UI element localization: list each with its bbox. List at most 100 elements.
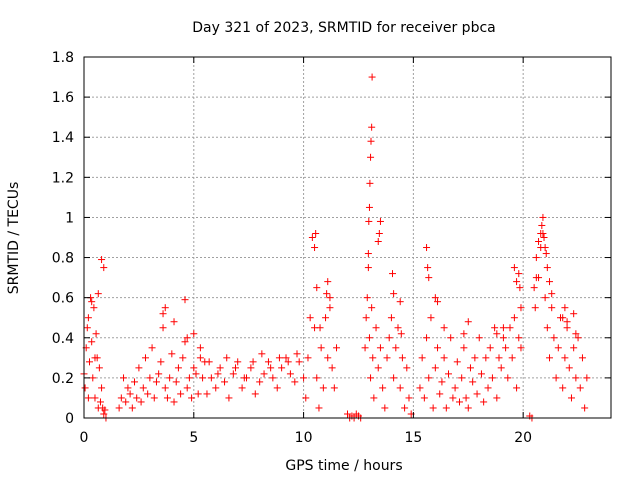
y-tick-label: 1 [65,210,74,226]
data-point [488,374,496,382]
data-point [460,344,468,352]
data-point [304,354,312,362]
data-point [221,378,229,386]
data-point [513,278,521,286]
data-point [369,354,377,362]
data-point [425,274,433,282]
data-point [101,406,109,414]
data-point [174,364,182,372]
data-point [199,374,207,382]
data-point [311,244,319,252]
data-point [565,364,573,372]
data-point [504,374,512,382]
data-point [539,213,547,221]
data-point [451,384,459,392]
data-point [194,390,202,398]
data-point [150,394,158,402]
data-point [286,370,294,378]
data-point [515,334,523,342]
data-point [447,334,455,342]
data-point [183,334,191,342]
axis-ticks [83,56,611,419]
data-point [581,404,589,412]
data-point [365,334,373,342]
data-point [92,330,100,338]
data-point [302,394,310,402]
data-point [495,354,503,362]
data-point [135,364,143,372]
data-point [436,390,444,398]
data-point [161,384,169,392]
data-point [152,378,160,386]
data-point [464,318,472,326]
data-point [424,264,432,272]
data-point [431,294,439,302]
data-point [203,390,211,398]
data-point [159,324,167,332]
data-point [124,384,132,392]
data-point [398,354,406,362]
data-point [326,304,334,312]
data-point [212,384,220,392]
y-tick-label: 1.6 [52,90,74,106]
data-point [381,404,389,412]
data-point [251,390,259,398]
data-point [510,264,518,272]
data-point [234,358,242,366]
data-point [576,384,584,392]
grid-layer [84,57,611,418]
data-point [323,290,331,298]
data-point [190,330,198,338]
data-point [375,229,383,237]
data-point [559,314,567,322]
y-tick-label: 0.8 [52,251,74,267]
data-point [440,354,448,362]
x-tick-label: 5 [189,430,198,446]
data-point [473,390,481,398]
data-point [196,354,204,362]
data-point [394,324,402,332]
data-point [477,370,485,378]
data-point [508,354,516,362]
data-point [159,310,167,318]
data-point [177,390,185,398]
data-point [368,123,376,131]
data-point [315,404,323,412]
data-point [362,314,370,322]
data-point [471,354,479,362]
data-point [188,394,196,402]
data-point [385,334,393,342]
data-point [372,324,380,332]
data-point [324,354,332,362]
data-point [269,374,277,382]
data-point [401,404,409,412]
data-point [190,364,198,372]
data-point [98,384,106,392]
data-point [205,358,213,366]
data-point [583,374,591,382]
data-point [376,217,384,225]
data-point [216,364,224,372]
data-point [482,354,490,362]
data-point [396,298,404,306]
data-point [516,284,524,292]
data-point [88,298,96,306]
data-point [264,358,272,366]
data-point [181,296,189,304]
data-points [80,73,591,422]
data-point [179,354,187,362]
data-point [100,264,108,272]
data-point [181,338,189,346]
data-point [365,203,373,211]
chart-title: Day 321 of 2023, SRMTID for receiver pbc… [192,20,495,36]
data-point [484,384,492,392]
data-point [561,354,569,362]
data-point [493,330,501,338]
data-point [284,358,292,366]
data-point [396,384,404,392]
data-point [161,304,169,312]
data-point [374,238,382,246]
data-point [330,384,338,392]
data-point [326,294,334,302]
data-point [306,314,314,322]
